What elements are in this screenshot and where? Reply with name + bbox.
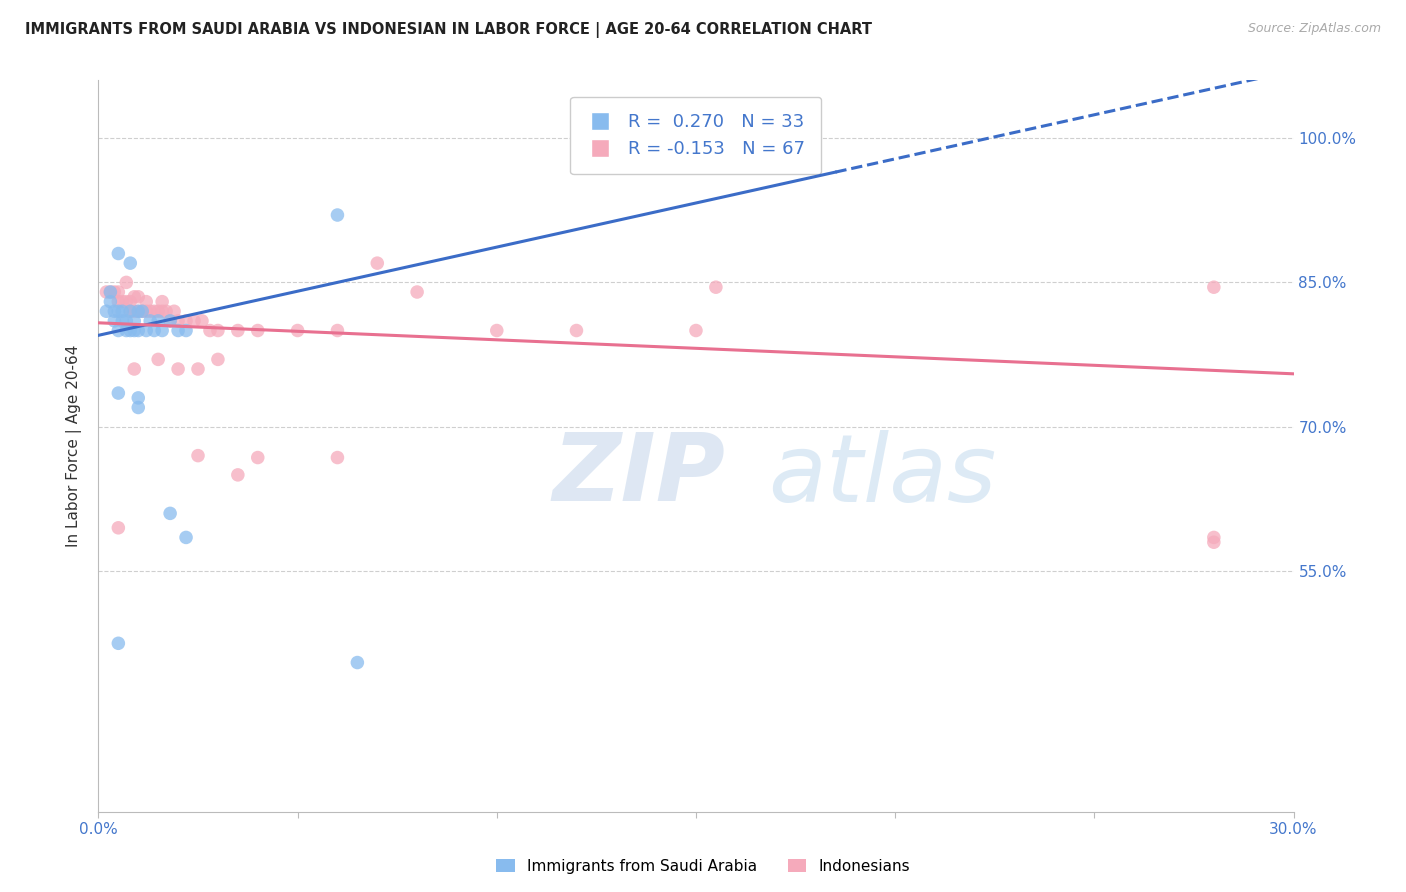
Point: [226, 467, 249, 482]
Point: [135, 304, 157, 318]
Point: [127, 304, 149, 318]
Point: [135, 324, 157, 338]
Point: [246, 324, 269, 338]
Point: [183, 314, 205, 328]
Point: [107, 521, 129, 535]
Point: [159, 507, 181, 521]
Point: [143, 304, 166, 318]
Point: [174, 324, 197, 338]
Point: [326, 450, 349, 465]
Point: [287, 324, 309, 338]
Point: [326, 324, 349, 338]
Point: [174, 314, 197, 328]
Point: [98, 285, 122, 299]
Point: [155, 304, 177, 318]
Point: [246, 450, 269, 465]
Point: [174, 530, 197, 544]
Point: [148, 314, 170, 328]
Point: [150, 324, 173, 338]
Point: [107, 636, 129, 650]
Point: [191, 314, 214, 328]
Point: [187, 362, 209, 376]
Text: IMMIGRANTS FROM SAUDI ARABIA VS INDONESIAN IN LABOR FORCE | AGE 20-64 CORRELATIO: IMMIGRANTS FROM SAUDI ARABIA VS INDONESI…: [25, 22, 872, 38]
Text: ZIP: ZIP: [553, 429, 725, 521]
Point: [103, 314, 125, 328]
Point: [704, 280, 727, 294]
Point: [98, 294, 122, 309]
Point: [107, 386, 129, 401]
Point: [326, 208, 349, 222]
Point: [148, 352, 170, 367]
Point: [107, 246, 129, 260]
Point: [159, 314, 181, 328]
Point: [96, 304, 118, 318]
Legend: R =  0.270   N = 33, R = -0.153   N = 67: R = 0.270 N = 33, R = -0.153 N = 67: [571, 96, 821, 174]
Point: [198, 324, 221, 338]
Point: [143, 324, 166, 338]
Point: [124, 290, 146, 304]
Point: [1202, 530, 1225, 544]
Point: [120, 304, 142, 318]
Point: [107, 294, 129, 309]
Point: [111, 304, 134, 318]
Point: [111, 294, 134, 309]
Point: [120, 256, 142, 270]
Y-axis label: In Labor Force | Age 20-64: In Labor Force | Age 20-64: [66, 345, 83, 547]
Point: [346, 656, 368, 670]
Point: [565, 324, 588, 338]
Point: [127, 304, 149, 318]
Point: [150, 294, 173, 309]
Text: Source: ZipAtlas.com: Source: ZipAtlas.com: [1247, 22, 1381, 36]
Point: [107, 304, 129, 318]
Point: [111, 314, 134, 328]
Point: [127, 401, 149, 415]
Point: [107, 324, 129, 338]
Point: [127, 290, 149, 304]
Point: [226, 324, 249, 338]
Point: [159, 314, 181, 328]
Point: [131, 304, 153, 318]
Point: [103, 285, 125, 299]
Point: [124, 362, 146, 376]
Point: [1202, 535, 1225, 549]
Point: [148, 304, 170, 318]
Point: [124, 324, 146, 338]
Point: [103, 304, 125, 318]
Point: [120, 304, 142, 318]
Point: [96, 285, 118, 299]
Point: [115, 294, 138, 309]
Point: [124, 304, 146, 318]
Point: [167, 362, 190, 376]
Point: [120, 294, 142, 309]
Point: [107, 285, 129, 299]
Point: [120, 324, 142, 338]
Point: [124, 314, 146, 328]
Point: [127, 391, 149, 405]
Point: [115, 324, 138, 338]
Point: [139, 314, 162, 328]
Point: [150, 304, 173, 318]
Point: [139, 304, 162, 318]
Point: [167, 324, 190, 338]
Text: atlas: atlas: [768, 430, 995, 521]
Point: [366, 256, 388, 270]
Point: [167, 314, 190, 328]
Point: [135, 294, 157, 309]
Point: [187, 449, 209, 463]
Point: [115, 276, 138, 290]
Point: [485, 324, 508, 338]
Point: [131, 304, 153, 318]
Point: [127, 324, 149, 338]
Point: [207, 324, 229, 338]
Point: [115, 314, 138, 328]
Point: [685, 324, 707, 338]
Point: [163, 304, 186, 318]
Point: [98, 285, 122, 299]
Legend: Immigrants from Saudi Arabia, Indonesians: Immigrants from Saudi Arabia, Indonesian…: [491, 853, 915, 880]
Point: [1202, 280, 1225, 294]
Point: [406, 285, 429, 299]
Point: [207, 352, 229, 367]
